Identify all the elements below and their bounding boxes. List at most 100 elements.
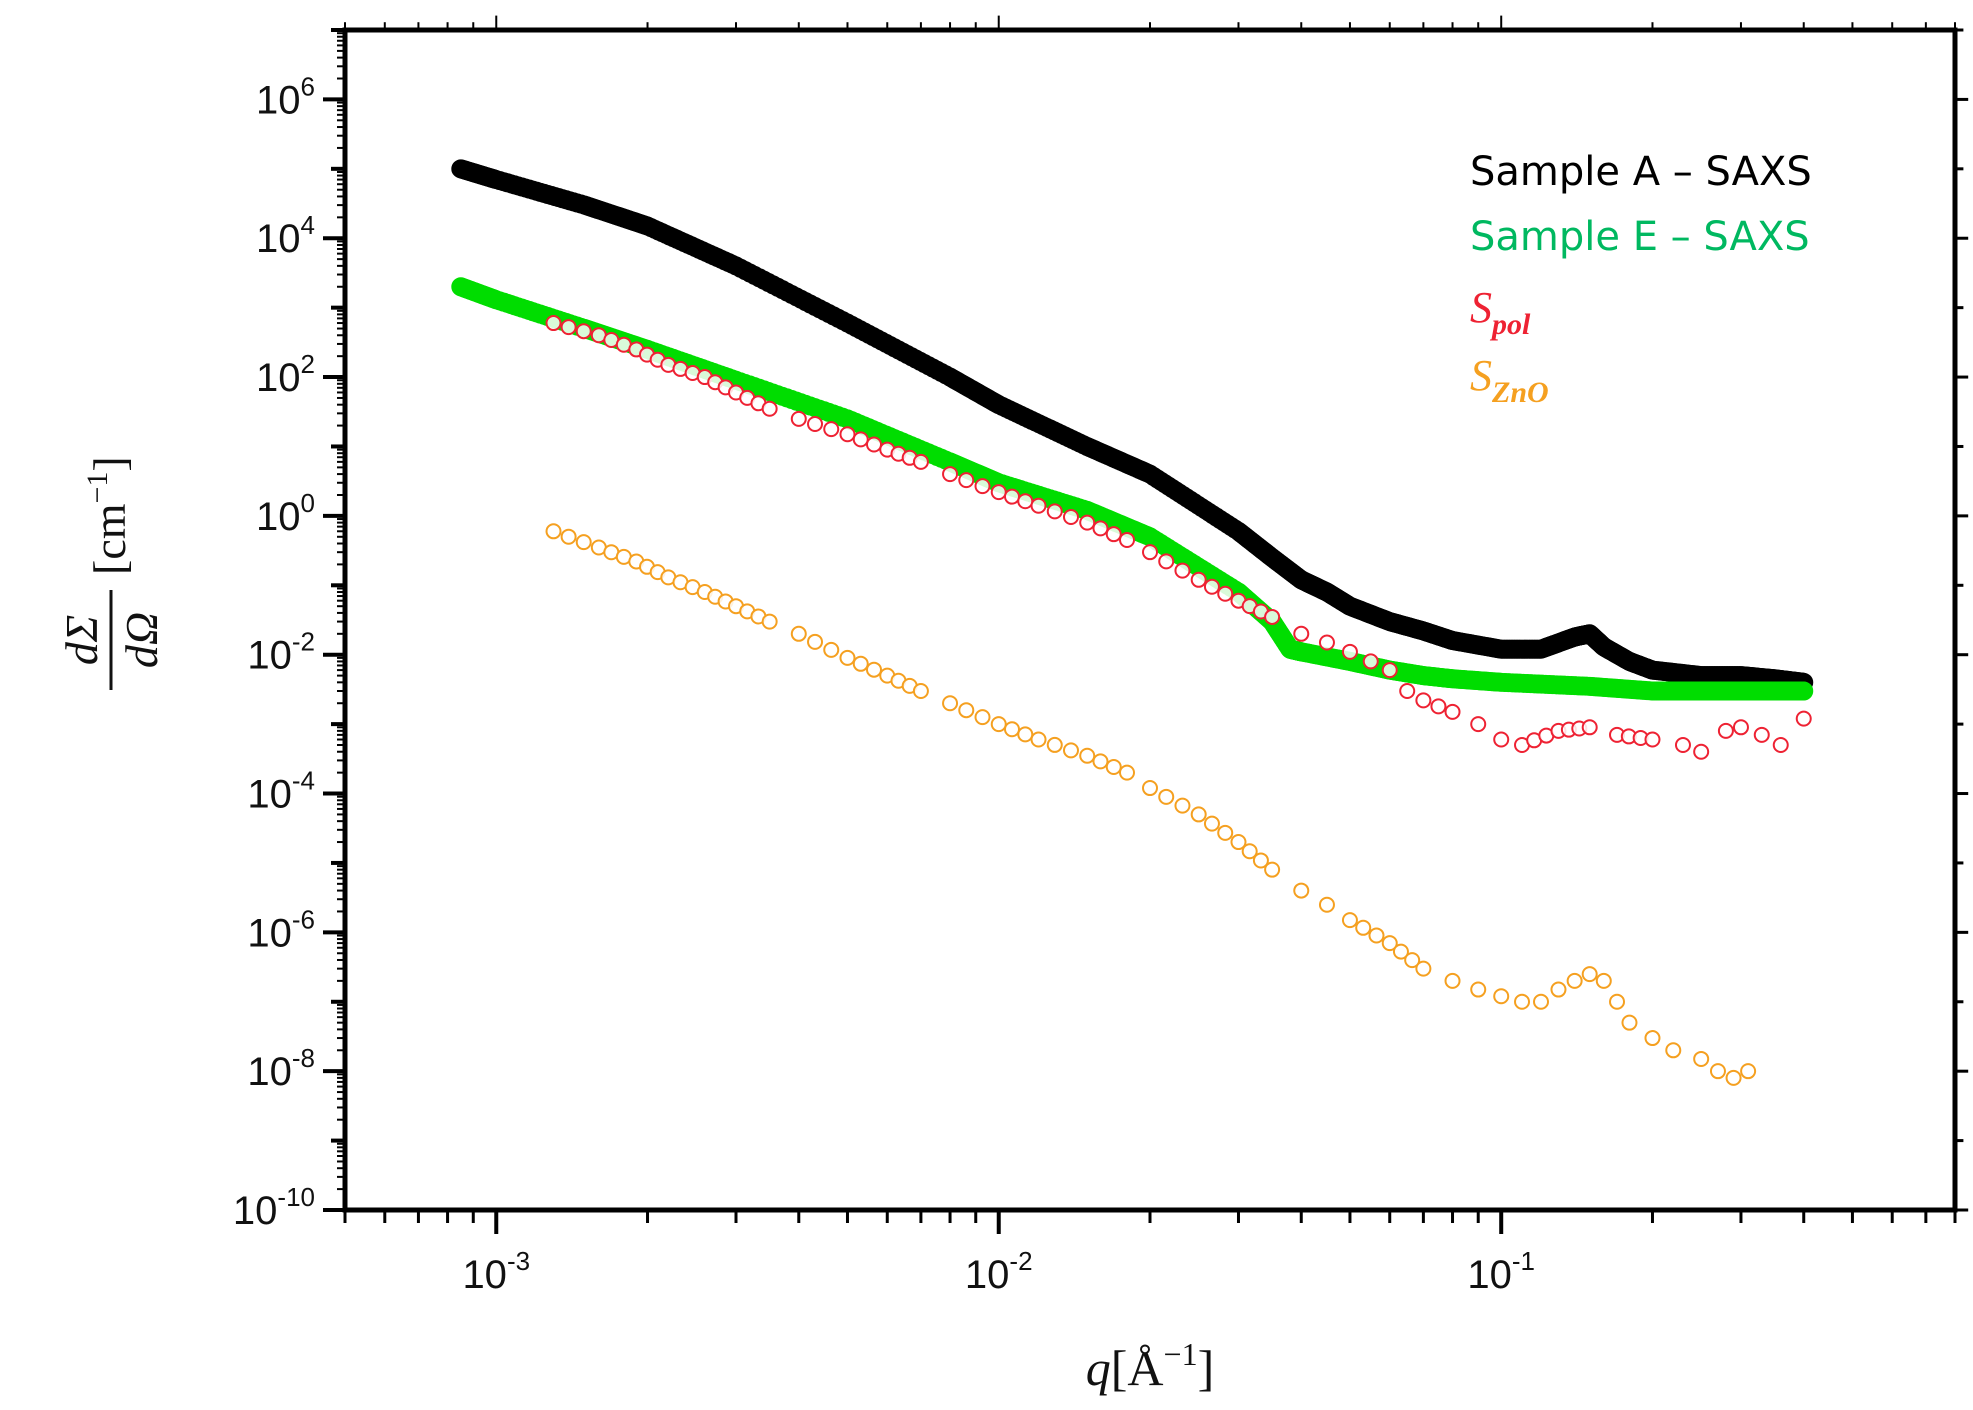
data-point [1415, 960, 1432, 977]
data-point [1017, 726, 1034, 743]
data-point [1142, 780, 1158, 797]
data-point [1230, 834, 1247, 851]
data-point [1772, 737, 1789, 754]
data-point [545, 523, 562, 540]
data-point [958, 702, 975, 719]
data-point [790, 410, 807, 427]
data-point [1241, 843, 1258, 860]
y-tick-label: 10-6 [247, 904, 315, 955]
data-point [1142, 544, 1158, 561]
data-point [1493, 988, 1510, 1005]
data-point [1341, 912, 1358, 929]
data-point [1644, 1030, 1661, 1047]
legend-entry: Spol [1470, 283, 1531, 341]
y-axis-fraction-den: dΩ [116, 612, 167, 668]
data-point [974, 478, 991, 495]
data-point [1264, 608, 1281, 625]
x-axis-unit-exp: −1 [1164, 1336, 1198, 1372]
data-point [990, 484, 1007, 501]
data-point [1794, 681, 1814, 701]
axis-titles: q[Å−1]dΣ dΩ[cm−1] [56, 456, 1214, 1396]
data-point [1717, 722, 1734, 739]
data-point [1470, 716, 1487, 733]
data-point [1174, 562, 1191, 579]
data-point [790, 625, 807, 642]
series-0 [451, 159, 1814, 692]
data-point [1004, 488, 1021, 505]
data-point [575, 534, 592, 551]
tick-exponent: 4 [301, 210, 315, 240]
data-point [1595, 972, 1612, 989]
tick-base: 10 [462, 1253, 507, 1297]
tick-base: 10 [256, 78, 301, 122]
data-point [1665, 1042, 1682, 1059]
data-point [1415, 692, 1432, 709]
x-tick-label: 10-1 [1467, 1246, 1535, 1297]
x-axis-title: q[Å−1] [1086, 1336, 1214, 1396]
tick-exponent: -8 [292, 1043, 315, 1073]
legend-symbol: S [1470, 351, 1492, 400]
data-point [1079, 514, 1096, 531]
data-point [1105, 759, 1122, 776]
tick-base: 10 [256, 217, 301, 261]
data-point [1318, 634, 1335, 651]
data-point [1293, 625, 1310, 642]
data-point [1158, 788, 1175, 805]
data-point [852, 431, 869, 448]
y-tick-label: 104 [256, 210, 315, 261]
y-axis-unit-exp: −1 [81, 472, 114, 504]
y-tick-label: 10-8 [247, 1043, 315, 1094]
tick-exponent: -1 [1512, 1246, 1535, 1276]
data-point [1017, 493, 1034, 510]
y-axis-unit-close: ] [84, 456, 135, 471]
data-point [1725, 1069, 1742, 1086]
legend-subscript: pol [1489, 308, 1531, 341]
tick-exponent: 2 [301, 349, 315, 379]
y-tick-label: 106 [256, 71, 315, 122]
tick-exponent: -2 [1009, 1246, 1032, 1276]
data-point [1046, 503, 1063, 520]
data-point [1444, 703, 1461, 720]
data-point [1252, 852, 1269, 869]
data-point [990, 716, 1007, 733]
data-point [1753, 726, 1770, 743]
data-point [852, 655, 869, 672]
data-point [1105, 526, 1122, 543]
data-point [1581, 719, 1598, 736]
y-tick-label: 10-10 [233, 1182, 315, 1233]
data-point [761, 400, 778, 417]
x-axis-var: q [1086, 1340, 1111, 1396]
tick-exponent: -4 [292, 766, 315, 796]
data-point [1430, 698, 1447, 715]
data-point [1381, 662, 1398, 679]
series-1 [451, 277, 1814, 701]
data-point [1092, 753, 1109, 770]
tick-base: 10 [247, 634, 292, 678]
y-tick-label: 100 [256, 488, 315, 539]
data-point [1062, 742, 1079, 759]
data-point [839, 649, 856, 666]
data-point [823, 641, 840, 658]
data-point [866, 436, 883, 453]
series-2 [545, 315, 1812, 760]
y-axis-unit-text: [cm [84, 503, 135, 575]
data-point [1362, 653, 1379, 670]
data-point [1190, 806, 1207, 823]
legend-entry: SZnO [1470, 351, 1549, 409]
data-point [1119, 531, 1136, 548]
data-point [1174, 797, 1191, 814]
data-point [1381, 935, 1398, 952]
data-point [1644, 731, 1661, 748]
data-point [1740, 1063, 1757, 1080]
tick-layer [323, 15, 1969, 1234]
data-point [1092, 520, 1109, 537]
data-point [1550, 981, 1567, 998]
data-point [1693, 743, 1710, 760]
data-point [1514, 993, 1531, 1010]
data-point [1030, 497, 1047, 514]
x-axis-unit: [Å [1111, 1340, 1164, 1396]
y-tick-label: 10-2 [247, 627, 315, 678]
data-point [1318, 896, 1335, 913]
data-point [1609, 993, 1626, 1010]
